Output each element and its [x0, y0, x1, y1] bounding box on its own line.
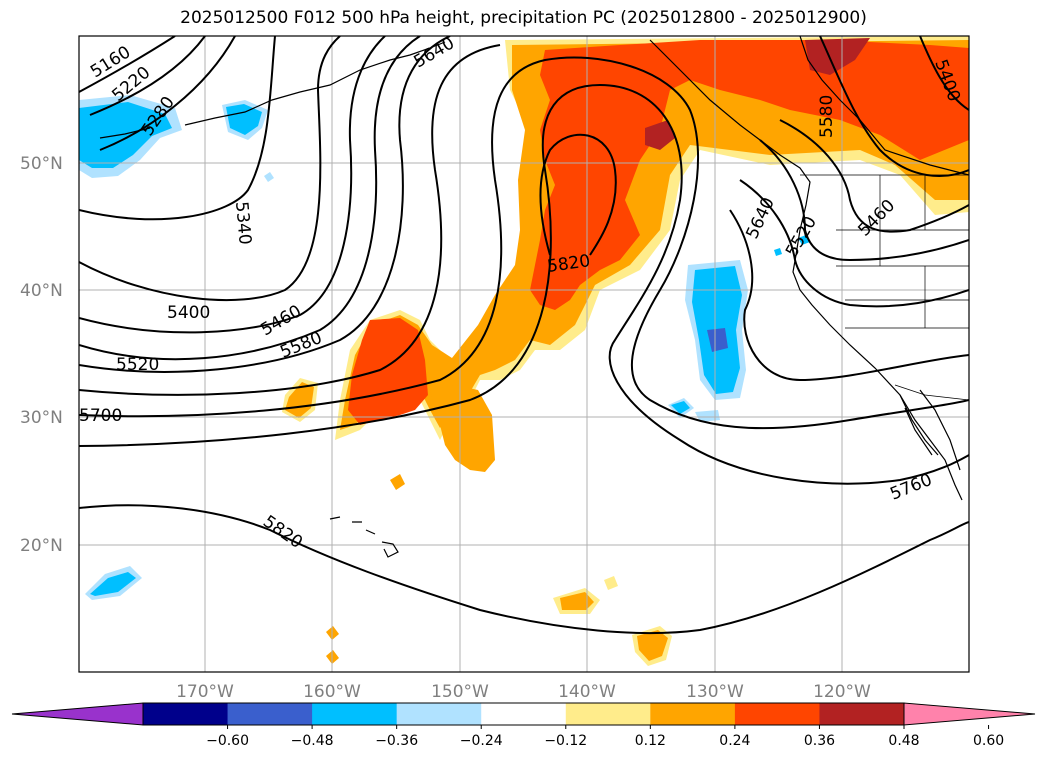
contour-5520	[79, 36, 421, 361]
colorbar-tick-label: −0.48	[291, 733, 334, 749]
height-contours	[79, 36, 969, 635]
precip-core-darkred	[645, 120, 675, 150]
colorbar-tick-label: −0.12	[544, 733, 587, 749]
colorbar-tick-label: 0.48	[888, 733, 919, 749]
colorbar-extend-low	[11, 702, 144, 726]
contour-label-5700: 5700	[79, 406, 122, 426]
colorbar-tick-label: 0.36	[804, 733, 835, 749]
contour-label-east-5580: 5580	[817, 95, 837, 138]
colorbar-segment	[650, 703, 736, 725]
colorbar-tick-label: −0.24	[460, 733, 503, 749]
colorbar-segment	[227, 703, 313, 725]
precip-cell-31n-core	[285, 382, 314, 418]
contour-east-5460	[779, 119, 969, 233]
contour-label-5340: 5340	[231, 201, 255, 246]
colorbar-tick-label: 0.24	[719, 733, 750, 749]
precip-neg-18n-core	[90, 572, 136, 596]
latitude-labels: 50°N 40°N 30°N 20°N	[20, 154, 63, 556]
contour-label-5400: 5400	[167, 303, 210, 323]
graticule	[79, 36, 969, 672]
baja-california	[899, 394, 939, 456]
contour-5340	[79, 36, 276, 221]
precip-plume-darkred	[805, 38, 870, 75]
lon-label-130w: 130°W	[686, 682, 744, 702]
gulf-of-california	[919, 389, 961, 471]
lon-label-160w: 160°W	[303, 682, 361, 702]
contour-east-5640	[729, 209, 969, 382]
colorbar-tick-label: −0.60	[206, 733, 249, 749]
map-title: 2025012500 F012 500 hPa height, precipit…	[180, 8, 867, 28]
colorbar-frame	[142, 702, 905, 726]
precip-south-red	[348, 318, 428, 425]
us-mexico-border	[894, 384, 969, 401]
colorbar-segment	[312, 703, 398, 725]
contour-5760	[79, 83, 969, 485]
alaska-panhandle	[649, 39, 761, 141]
precip-neg-nw-core	[79, 102, 172, 168]
precip-neg-tiny-c	[774, 248, 782, 256]
precip-cell-16n-core	[560, 592, 594, 610]
precip-plume-red	[530, 40, 969, 310]
precip-cell-25n	[390, 474, 405, 490]
contour-east-5400b	[919, 36, 969, 111]
contour-label-5520: 5520	[116, 355, 159, 375]
lat-label-20n: 20°N	[20, 536, 63, 556]
colorbar-segment	[396, 703, 482, 725]
contour-east-5400	[819, 36, 969, 177]
precip-neg-aleutian-core	[226, 104, 262, 135]
colorbar-segment	[565, 703, 651, 725]
precip-neg-tiny-a	[264, 172, 274, 182]
colorbar-ticks: −0.60 −0.48 −0.36 −0.24 −0.12 0.12 0.24 0.36 0.4…	[206, 725, 1004, 749]
lat-label-40n: 40°N	[20, 281, 63, 301]
contour-5820-inner	[539, 133, 617, 256]
contour-5280	[99, 36, 236, 151]
precip-neg-small-a-core	[671, 401, 690, 414]
colorbar-segment	[734, 703, 820, 725]
contour-5580	[79, 36, 451, 373]
coastlines	[99, 36, 969, 558]
contour-5400	[79, 36, 341, 302]
hawaii-islands	[329, 516, 399, 558]
precip-shading	[79, 36, 969, 666]
contour-5460	[79, 36, 386, 334]
contour-5220	[89, 36, 206, 116]
map-panel: 5160 5220 5280 5340 5400 5460 5520 5580 …	[79, 36, 969, 672]
contour-5160	[79, 36, 176, 93]
longitude-labels: 170°W 160°W 150°W 140°W 130°W 120°W	[176, 682, 871, 702]
contour-5820-south	[79, 504, 969, 635]
contour-east-5580	[739, 179, 969, 308]
contour-5640	[79, 44, 501, 396]
north-america-coast	[759, 36, 969, 501]
colorbar-extend-high	[903, 702, 1036, 726]
colorbar-tick-label: 0.60	[973, 733, 1004, 749]
precip-neg-west-coast-deep	[707, 328, 728, 352]
colorbar-segment	[481, 703, 567, 725]
lon-label-150w: 150°W	[431, 682, 489, 702]
colorbar-tick-label: 0.12	[635, 733, 666, 749]
borders	[800, 174, 969, 401]
lat-label-50n: 50°N	[20, 154, 63, 174]
contour-east-5520	[759, 139, 969, 262]
lon-label-170w: 170°W	[176, 682, 234, 702]
colorbar: −0.60 −0.48 −0.36 −0.24 −0.12 0.12 0.24 0.36 0.4…	[11, 702, 1036, 749]
colorbar-segment	[143, 703, 229, 725]
colorbar-tick-label: −0.36	[375, 733, 418, 749]
colorbar-segments	[143, 703, 905, 725]
colorbar-segment	[819, 703, 905, 725]
us-state-borders	[836, 175, 969, 329]
contour-5700	[79, 56, 969, 430]
precip-neg-small-b	[695, 410, 720, 422]
precip-cell-16n-b	[604, 576, 618, 590]
precip-plume-orange	[340, 40, 969, 430]
lat-label-30n: 30°N	[20, 408, 63, 428]
precip-cell-13n-core	[637, 630, 668, 661]
lon-label-120w: 120°W	[813, 682, 871, 702]
lon-label-140w: 140°W	[558, 682, 616, 702]
map-frame	[78, 35, 970, 673]
